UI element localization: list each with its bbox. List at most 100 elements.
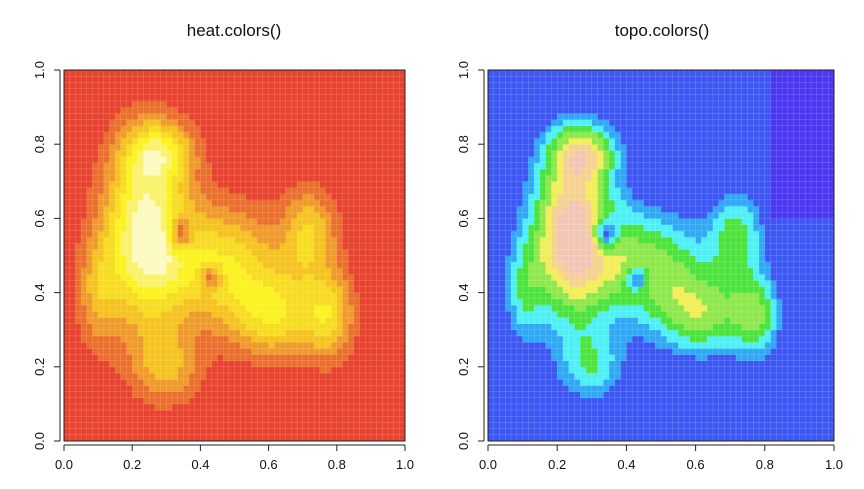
heatmap-cell [183, 82, 190, 89]
heatmap-cell [166, 168, 173, 176]
heatmap-cell [365, 168, 372, 176]
heatmap-cell [240, 100, 247, 108]
heatmap-cell [505, 397, 512, 405]
heatmap-cell [103, 218, 110, 225]
heatmap-cell [245, 403, 252, 411]
heatmap-cell [177, 298, 184, 306]
heatmap-cell [562, 422, 570, 430]
heatmap-cell [115, 119, 122, 127]
heatmap-cell [493, 236, 500, 244]
heatmap-cell [132, 107, 139, 114]
heatmap-cell [143, 385, 150, 392]
heatmap-cell [348, 206, 355, 213]
heatmap-cell [240, 329, 247, 337]
heatmap-cell [86, 292, 93, 300]
heatmap-cell [171, 323, 179, 331]
heatmap-cell [69, 342, 76, 349]
heatmap-cell [353, 379, 360, 386]
heatmap-cell [171, 391, 179, 399]
heatmap-cell [285, 274, 292, 281]
heatmap-cell [348, 317, 355, 324]
heatmap-cell [143, 360, 150, 368]
heatmap-cell [325, 360, 332, 368]
heatmap-cell [314, 292, 321, 300]
heatmap-cell [511, 403, 518, 411]
heatmap-cell [511, 410, 518, 417]
heatmap-cell [382, 193, 389, 201]
heatmap-cell [126, 329, 133, 337]
heatmap-cell [539, 88, 547, 96]
heatmap-cell [81, 372, 88, 380]
heatmap-cell [69, 187, 76, 195]
heatmap-cell [314, 397, 321, 405]
heatmap-cell [223, 236, 230, 244]
heatmap-cell [370, 168, 377, 176]
heatmap-cell [342, 107, 349, 114]
heatmap-cell [580, 175, 587, 182]
heatmap-cell [597, 224, 604, 232]
heatmap-cell [285, 199, 292, 207]
heatmap-cell [166, 391, 173, 399]
x-tick-label: 0.6 [260, 457, 278, 472]
heatmap-cell [183, 243, 190, 250]
heatmap-cell [297, 193, 304, 201]
heatmap-cell [120, 76, 127, 83]
heatmap-cell [342, 131, 349, 139]
heatmap-cell [75, 88, 82, 96]
heatmap-cell [562, 138, 570, 145]
heatmap-cell [551, 366, 558, 374]
heatmap-cell [591, 113, 598, 120]
heatmap-cell [120, 206, 127, 213]
heatmap-cell [302, 422, 309, 430]
heatmap-cell [217, 372, 224, 380]
heatmap-cell [348, 144, 355, 151]
heatmap-cell [586, 113, 593, 120]
heatmap-cell [511, 261, 518, 269]
heatmap-cell [359, 94, 366, 102]
heatmap-cell [528, 156, 535, 164]
heatmap-cell [539, 311, 547, 318]
heatmap-cell [382, 403, 389, 411]
heatmap-cell [126, 181, 133, 188]
heatmap-cell [211, 249, 218, 256]
heatmap-cell [81, 410, 88, 417]
heatmap-cell [137, 236, 144, 244]
heatmap-cell [365, 397, 372, 405]
heatmap-cell [166, 125, 173, 133]
heatmap-cell [387, 236, 395, 244]
heatmap-cell [382, 311, 389, 318]
heatmap-cell [257, 131, 264, 139]
heatmap-cell [166, 70, 173, 77]
heatmap-cell [534, 175, 541, 182]
heatmap-cell [586, 236, 593, 244]
heatmap-cell [234, 181, 241, 188]
heatmap-cell [75, 230, 82, 238]
heatmap-cell [376, 335, 383, 343]
heatmap-cell [103, 187, 110, 195]
heatmap-cell [274, 280, 281, 287]
heatmap-cell [86, 243, 93, 250]
heatmap-cell [245, 181, 252, 188]
heatmap-cell [325, 168, 332, 176]
heatmap-cell [336, 360, 343, 368]
heatmap-cell [120, 403, 127, 411]
heatmap-cell [240, 354, 247, 362]
heatmap-cell [591, 372, 598, 380]
heatmap-cell [586, 243, 593, 250]
heatmap-cell [387, 311, 395, 318]
heatmap-cell [200, 329, 207, 337]
heatmap-cell [591, 119, 598, 127]
heatmap-cell [285, 156, 292, 164]
heatmap-cell [353, 434, 360, 442]
heatmap-cell [586, 304, 593, 312]
heatmap-cell [189, 354, 196, 362]
heatmap-cell [534, 236, 541, 244]
heatmap-cell [399, 113, 406, 120]
heatmap-cell [126, 286, 133, 293]
heatmap-cell [319, 243, 326, 250]
heatmap-cell [171, 76, 179, 83]
heatmap-cell [211, 187, 218, 195]
heatmap-cell [279, 138, 287, 145]
heatmap-cell [580, 162, 587, 170]
heatmap-cell [399, 100, 406, 108]
